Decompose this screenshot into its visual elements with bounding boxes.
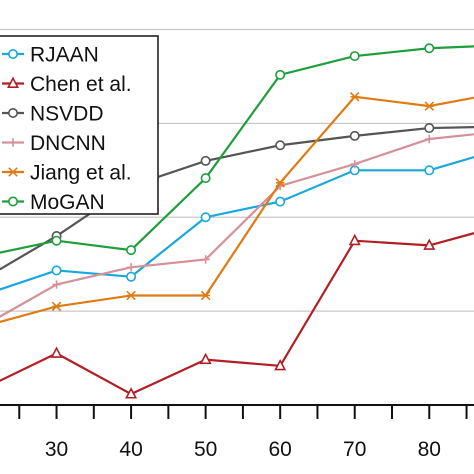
x-tick-label: 30: [45, 438, 68, 461]
legend-entry: RJAAN: [2, 44, 99, 67]
data-point: [6, 76, 20, 88]
data-point: [274, 358, 287, 371]
data-point: [8, 48, 18, 59]
data-point: [126, 263, 136, 272]
legend: RJAAN Chen et al. NSVDD DNCNN Jiang et al. Mo…: [0, 35, 159, 215]
legend-entry: Chen et al.: [2, 73, 132, 96]
data-point: [50, 346, 63, 358]
data-point: [348, 233, 361, 246]
data-point: [425, 134, 434, 144]
data-point: [8, 196, 18, 207]
series-group: [0, 43, 474, 399]
legend-entry: DNCNN: [2, 132, 106, 155]
data-point: [51, 301, 62, 312]
data-point: [424, 123, 435, 134]
data-point: [349, 51, 360, 62]
x-axis: 30 40 50 60 70 80: [0, 404, 474, 461]
data-point: [8, 108, 18, 119]
legend-entry: Jiang et al.: [2, 162, 132, 185]
data-point: [423, 238, 436, 250]
legend-entry: MoGAN: [2, 191, 105, 214]
data-point: [8, 138, 18, 147]
data-point: [126, 271, 137, 282]
data-point: [275, 178, 285, 188]
data-point: [349, 130, 360, 141]
series-line: [0, 133, 474, 318]
x-tick-label: 50: [194, 438, 217, 461]
series-jiang-et-al: [0, 91, 474, 323]
data-point: [125, 387, 138, 399]
legend-label: MoGAN: [30, 191, 105, 214]
series-mogan: [0, 43, 474, 256]
data-point: [349, 91, 360, 102]
data-point: [8, 167, 18, 177]
legend-label: RJAAN: [30, 44, 99, 67]
legend-entry: NSVDD: [2, 103, 104, 126]
data-point: [201, 255, 210, 264]
data-point: [126, 245, 137, 256]
legend-label: Chen et al.: [30, 73, 132, 96]
series-line: [0, 232, 474, 396]
data-point: [200, 212, 211, 223]
data-point: [200, 155, 211, 166]
data-point: [200, 173, 211, 184]
data-point: [275, 196, 286, 207]
series-line: [0, 45, 474, 254]
data-point: [424, 165, 435, 176]
series-line: [0, 95, 474, 323]
data-point: [424, 43, 435, 54]
series-line: [0, 126, 474, 271]
data-point: [199, 352, 212, 365]
data-point: [275, 140, 286, 151]
data-point: [52, 280, 61, 289]
data-point: [350, 159, 359, 169]
legend-label: NSVDD: [30, 103, 104, 126]
series-chen-et-al: [0, 232, 474, 399]
legend-box: [0, 35, 159, 215]
legend-label: DNCNN: [30, 132, 106, 155]
data-point: [200, 290, 211, 301]
series-rjaan: [0, 156, 474, 291]
series-line: [0, 156, 474, 291]
x-tick-label: 40: [119, 438, 142, 461]
data-point: [51, 235, 62, 246]
x-tick-label: 80: [418, 438, 441, 461]
x-tick-label: 60: [269, 438, 292, 461]
data-point: [51, 265, 62, 276]
data-point: [275, 69, 286, 80]
data-point: [424, 101, 435, 111]
data-point: [126, 290, 136, 301]
x-tick-label: 70: [343, 438, 366, 461]
legend-label: Jiang et al.: [30, 162, 132, 185]
